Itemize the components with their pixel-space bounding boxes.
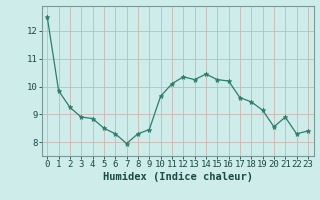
X-axis label: Humidex (Indice chaleur): Humidex (Indice chaleur) (103, 172, 252, 182)
